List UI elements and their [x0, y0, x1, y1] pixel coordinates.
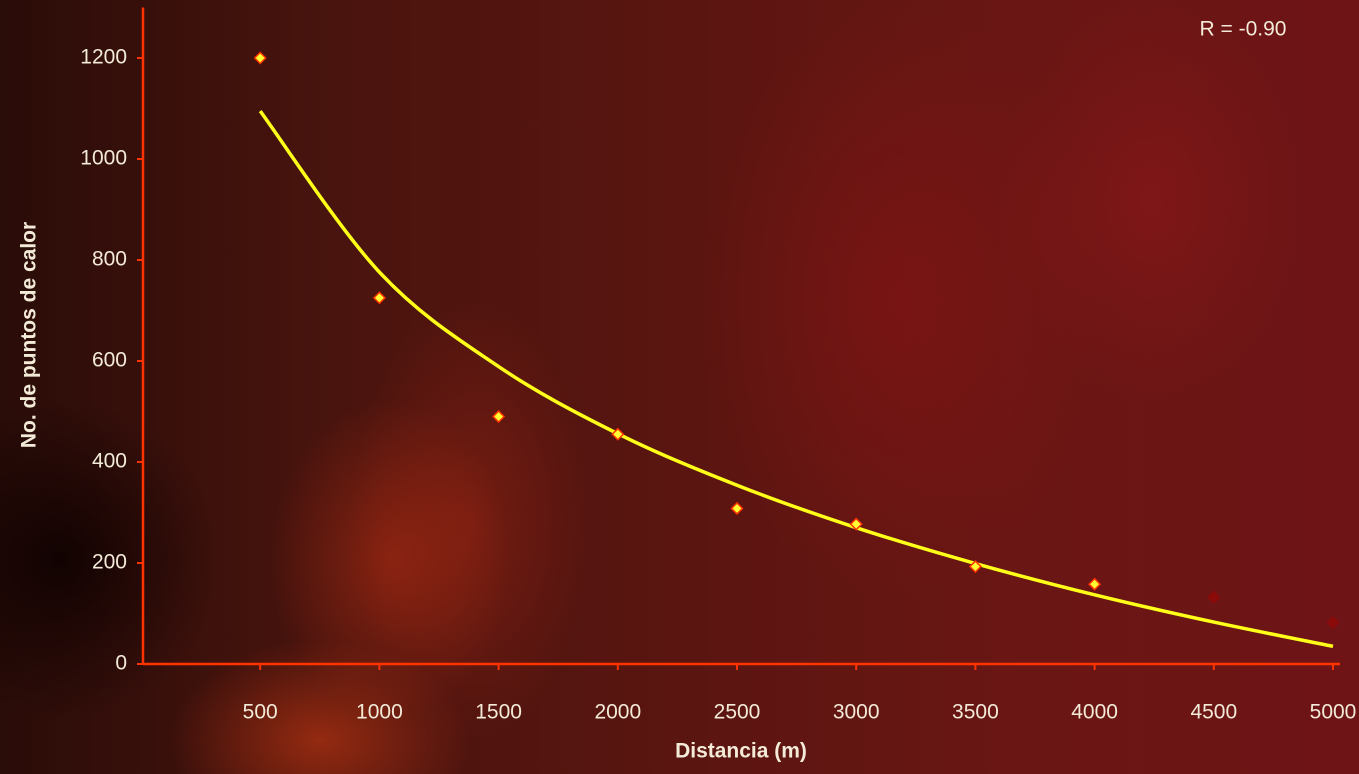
- y-tick-label: 1000: [80, 147, 127, 170]
- chart: R = -0.90 Distancia (m) No. de puntos de…: [0, 0, 1359, 774]
- point: [255, 53, 266, 64]
- x-axis-title: Distancia (m): [675, 740, 807, 763]
- point: [1328, 617, 1339, 628]
- x-tick-label: 2000: [594, 701, 641, 724]
- annotation: R = -0.90: [1200, 18, 1287, 41]
- page: R = -0.90 Distancia (m) No. de puntos de…: [0, 0, 1359, 774]
- x-tick-label: 4000: [1071, 701, 1118, 724]
- y-tick-label: 1200: [80, 46, 127, 69]
- y-tick-label: 800: [92, 248, 127, 271]
- y-tick-label: 200: [92, 551, 127, 574]
- x-tick-label: 1000: [356, 701, 403, 724]
- point: [732, 503, 743, 514]
- x-tick-label: 500: [243, 701, 278, 724]
- x-tick-label: 4500: [1190, 701, 1237, 724]
- y-axis-title: No. de puntos de calor: [18, 222, 41, 448]
- y-tick-label: 400: [92, 450, 127, 473]
- point: [1089, 579, 1100, 590]
- point: [493, 411, 504, 422]
- x-tick-label: 2500: [714, 701, 761, 724]
- point: [374, 292, 385, 303]
- x-tick-label: 5000: [1310, 701, 1357, 724]
- x-tick-label: 1500: [475, 701, 522, 724]
- x-tick-label: 3000: [833, 701, 880, 724]
- y-tick-label: 600: [92, 349, 127, 372]
- x-tick-label: 3500: [952, 701, 999, 724]
- point: [1208, 592, 1219, 603]
- trend-line: [260, 111, 1333, 646]
- y-tick-label: 0: [115, 652, 127, 675]
